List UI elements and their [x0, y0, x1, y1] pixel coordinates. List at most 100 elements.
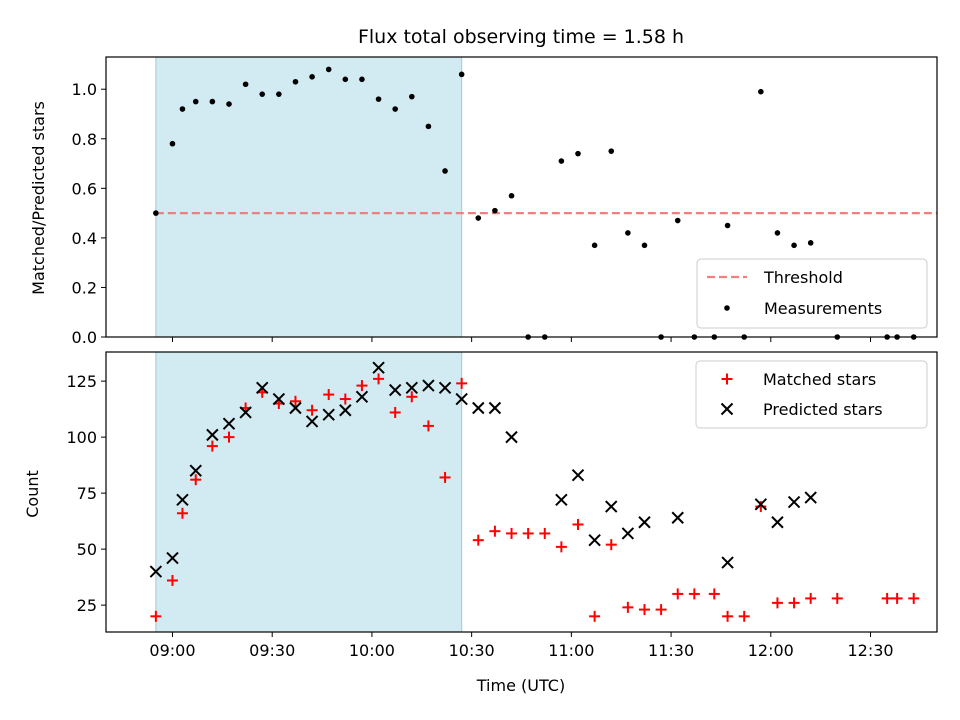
predicted-star-point	[455, 392, 468, 406]
matched-star-point	[206, 440, 218, 452]
chart-title: Flux total observing time = 1.58 h	[358, 26, 684, 48]
measurement-point	[276, 91, 282, 97]
predicted-star-point	[787, 495, 801, 509]
measurement-point	[153, 210, 159, 216]
matched-star-point	[472, 534, 484, 546]
predicted-star-point	[256, 381, 269, 395]
predicted-star-point	[754, 498, 768, 511]
bottom-y-tick-label: 50	[77, 540, 97, 559]
matched-star-point	[489, 525, 501, 537]
predicted-star-point	[621, 527, 635, 540]
top-y-tick-label: 1.0	[72, 80, 97, 99]
x-tick-label: 09:00	[149, 641, 195, 660]
measurement-point	[209, 98, 216, 105]
matched-star-point	[539, 527, 551, 539]
measurement-point	[807, 240, 814, 246]
predicted-star-point	[272, 392, 286, 406]
predicted-star-point	[671, 511, 684, 524]
predicted-star-point	[804, 491, 817, 504]
measurement-point	[359, 76, 365, 83]
matched-star-point	[506, 527, 518, 539]
bottom-y-tick-label: 125	[66, 372, 97, 391]
x-tick-label: 11:00	[548, 641, 594, 660]
measurement-point	[342, 76, 349, 83]
measurement-point	[392, 106, 398, 112]
bottom-y-tick-label: 75	[77, 484, 97, 503]
top-observing-window	[155, 56, 463, 338]
measurement-point	[791, 242, 797, 249]
measurement-point	[375, 96, 382, 102]
matched-star-point	[622, 601, 634, 613]
measurement-point	[625, 230, 631, 236]
bottom-y-axis-label: Count	[23, 470, 42, 518]
predicted-star-point	[166, 551, 179, 565]
predicted-star-point	[438, 381, 452, 395]
predicted-star-point	[488, 401, 502, 415]
predicted-star-point	[638, 516, 651, 529]
predicted-star-point	[305, 415, 319, 428]
measurement-point	[575, 150, 581, 157]
measurement-point	[724, 222, 731, 229]
matched-star-point	[672, 588, 684, 600]
matched-star-point	[605, 539, 617, 551]
top-frame	[105, 56, 938, 338]
predicted-star-point	[222, 417, 236, 430]
top-y-axis-label: Matched/Predicted stars	[29, 101, 48, 295]
matched-star-point	[223, 431, 235, 443]
predicted-star-point	[372, 361, 385, 374]
top-legend-box	[696, 258, 928, 329]
measurement-point	[674, 217, 681, 224]
measurement-point	[409, 93, 415, 100]
bottom-frame	[105, 351, 938, 633]
bottom-observing-window	[155, 351, 463, 633]
top-y-tick-label: 0.6	[72, 179, 97, 198]
matched-star-point	[190, 474, 202, 486]
predicted-star-point	[771, 516, 784, 529]
matched-star-point	[306, 404, 318, 416]
bottom-panel: 25 50 75 100 125 09:00 09:30 10:00 10:30 11:00 11:…	[66, 351, 938, 660]
matched-star-point	[289, 395, 301, 407]
predicted-star-point	[355, 390, 369, 404]
matched-star-point	[456, 377, 468, 389]
measurement-point	[492, 207, 498, 214]
x-tick-label: 09:30	[249, 641, 295, 660]
measurement-point	[169, 140, 176, 147]
top-legend: Threshold Measurements	[696, 258, 928, 329]
matched-star-point	[389, 406, 401, 418]
measurement-point	[309, 74, 315, 80]
measurement-point	[242, 81, 249, 88]
predicted-star-point	[189, 464, 202, 477]
measurement-point	[442, 168, 448, 174]
predicted-star-point	[422, 379, 435, 392]
bottom-legend-box	[695, 360, 928, 429]
matched-star-point	[638, 604, 650, 616]
measurement-point	[608, 148, 615, 154]
legend-measurements-swatch	[724, 305, 730, 311]
matched-star-point	[572, 518, 584, 530]
matched-star-point	[655, 604, 667, 616]
x-tick-label: 12:30	[847, 641, 893, 660]
bottom-y-tick-label: 25	[77, 596, 97, 615]
measurement-point	[591, 242, 598, 249]
matched-star-point	[522, 527, 534, 539]
measurement-point	[508, 192, 515, 199]
matched-star-point	[323, 389, 335, 401]
legend-predicted-label: Predicted stars	[763, 400, 883, 419]
bottom-y-tick-label: 100	[66, 428, 97, 447]
matched-star-point	[831, 592, 843, 604]
measurement-point	[774, 230, 781, 236]
matched-star-point	[373, 373, 385, 385]
predicted-star-point	[206, 428, 219, 442]
predicted-star-point	[472, 401, 485, 415]
predicted-star-point	[571, 468, 585, 482]
matched-star-point	[422, 420, 434, 432]
predicted-star-point	[505, 430, 518, 444]
matched-star-point	[166, 574, 178, 586]
matched-star-point	[708, 588, 720, 600]
x-tick-label: 10:00	[349, 641, 395, 660]
predicted-star-point	[555, 493, 568, 507]
x-tick-label: 10:30	[449, 641, 495, 660]
matched-star-point	[176, 507, 188, 519]
matched-star-point	[555, 541, 567, 553]
